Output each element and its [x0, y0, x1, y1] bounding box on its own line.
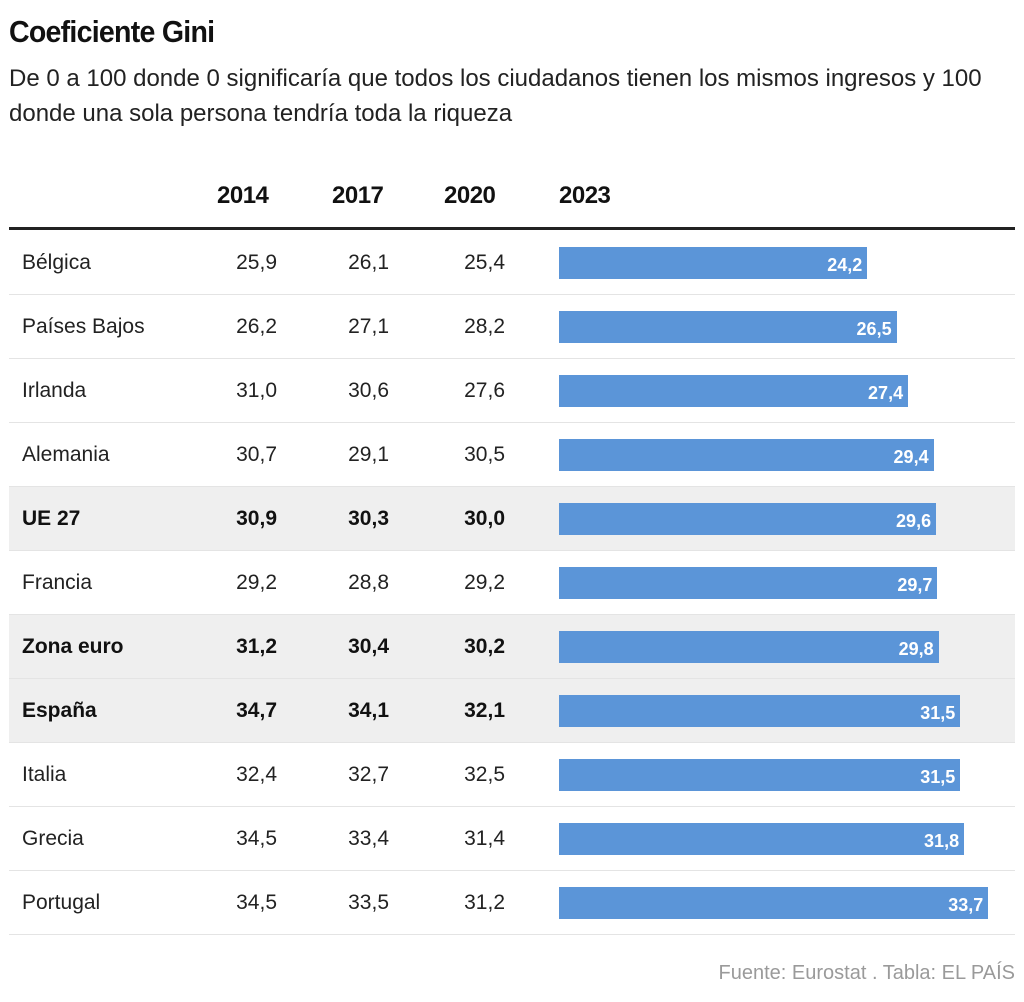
column-header-2017: 2017: [332, 182, 384, 209]
chart-title: Coeficiente Gini: [9, 14, 215, 49]
header-rule: [9, 227, 1015, 230]
cell-2017: 33,4: [348, 827, 389, 850]
bar-value-label: 29,6: [896, 511, 932, 531]
cell-2017: 34,1: [348, 699, 389, 722]
cell-2014: 32,4: [236, 763, 277, 786]
cell-2017: 30,3: [348, 507, 389, 530]
bar-value-label: 31,5: [920, 703, 956, 723]
bar-2023: 29,4: [559, 439, 934, 471]
table-row: Irlanda 31,0 30,6 27,6 27,4: [9, 359, 1015, 423]
row-label: Bélgica: [22, 251, 91, 274]
cell-2020: 31,4: [464, 827, 505, 850]
cell-2017: 28,8: [348, 571, 389, 594]
bar-2023: 24,2: [559, 247, 868, 279]
row-label: Países Bajos: [22, 315, 145, 338]
cell-2014: 25,9: [236, 251, 277, 274]
cell-2014: 30,7: [236, 443, 277, 466]
row-label: Irlanda: [22, 379, 87, 402]
table-row: Grecia 34,5 33,4 31,4 31,8: [9, 807, 1015, 871]
cell-2020: 27,6: [464, 379, 505, 402]
bar-value-label: 29,4: [893, 447, 929, 467]
cell-2020: 25,4: [464, 251, 505, 274]
cell-2017: 29,1: [348, 443, 389, 466]
cell-2017: 33,5: [348, 891, 389, 914]
cell-2020: 29,2: [464, 571, 505, 594]
table-row: Bélgica 25,9 26,1 25,4 24,2: [9, 231, 1015, 295]
row-label: Portugal: [22, 891, 101, 914]
cell-2014: 30,9: [236, 507, 277, 530]
bar-2023: 31,5: [559, 695, 961, 727]
cell-2014: 34,5: [236, 827, 277, 850]
cell-2014: 29,2: [236, 571, 277, 594]
cell-2020: 30,2: [464, 635, 505, 658]
row-label: Alemania: [22, 443, 110, 466]
bar-2023: 29,6: [559, 503, 937, 535]
row-label: España: [22, 699, 97, 722]
cell-2020: 30,5: [464, 443, 505, 466]
row-label: Italia: [22, 763, 67, 786]
table-row: España 34,7 34,1 32,1 31,5: [9, 679, 1015, 743]
bar-value-label: 31,8: [924, 831, 960, 851]
table-row: Portugal 34,5 33,5 31,2 33,7: [9, 871, 1015, 935]
column-header-2014: 2014: [217, 182, 269, 209]
cell-2020: 32,1: [464, 699, 505, 722]
bar-2023: 33,7: [559, 887, 989, 919]
table-row: Zona euro 31,2 30,4 30,2 29,8: [9, 615, 1015, 679]
bar-value-label: 26,5: [856, 319, 892, 339]
row-label: Grecia: [22, 827, 84, 850]
bar-value-label: 24,2: [827, 255, 863, 275]
cell-2014: 31,2: [236, 635, 277, 658]
bar-2023: 26,5: [559, 311, 897, 343]
cell-2017: 32,7: [348, 763, 389, 786]
bar-value-label: 31,5: [920, 767, 956, 787]
cell-2014: 26,2: [236, 315, 277, 338]
cell-2017: 30,4: [348, 635, 389, 658]
cell-2014: 34,5: [236, 891, 277, 914]
bar-value-label: 29,7: [897, 575, 933, 595]
table-row: Alemania 30,7 29,1 30,5 29,4: [9, 423, 1015, 487]
bar-2023: 29,8: [559, 631, 939, 663]
bar-2023: 31,8: [559, 823, 965, 855]
cell-2014: 31,0: [236, 379, 277, 402]
cell-2017: 27,1: [348, 315, 389, 338]
bar-value-label: 29,8: [898, 639, 934, 659]
cell-2020: 32,5: [464, 763, 505, 786]
table-row: Francia 29,2 28,8 29,2 29,7: [9, 551, 1015, 615]
cell-2014: 34,7: [236, 699, 277, 722]
row-label: UE 27: [22, 507, 81, 530]
table-row: UE 27 30,9 30,3 30,0 29,6: [9, 487, 1015, 551]
column-header-2023: 2023: [559, 182, 611, 209]
column-header-2020: 2020: [444, 182, 496, 209]
cell-2020: 31,2: [464, 891, 505, 914]
bar-value-label: 33,7: [948, 895, 984, 915]
row-label: Francia: [22, 571, 93, 594]
bar-2023: 29,7: [559, 567, 938, 599]
row-label: Zona euro: [22, 635, 124, 658]
bar-value-label: 27,4: [868, 383, 904, 403]
cell-2020: 30,0: [464, 507, 505, 530]
cell-2017: 26,1: [348, 251, 389, 274]
table-row: Países Bajos 26,2 27,1 28,2 26,5: [9, 295, 1015, 359]
cell-2020: 28,2: [464, 315, 505, 338]
source-note: Fuente: Eurostat . Tabla: EL PAÍS: [718, 962, 1015, 984]
bar-2023: 27,4: [559, 375, 909, 407]
cell-2017: 30,6: [348, 379, 389, 402]
table-row: Italia 32,4 32,7 32,5 31,5: [9, 743, 1015, 807]
bar-2023: 31,5: [559, 759, 961, 791]
chart-subtitle: De 0 a 100 donde 0 significaría que todo…: [9, 65, 982, 127]
